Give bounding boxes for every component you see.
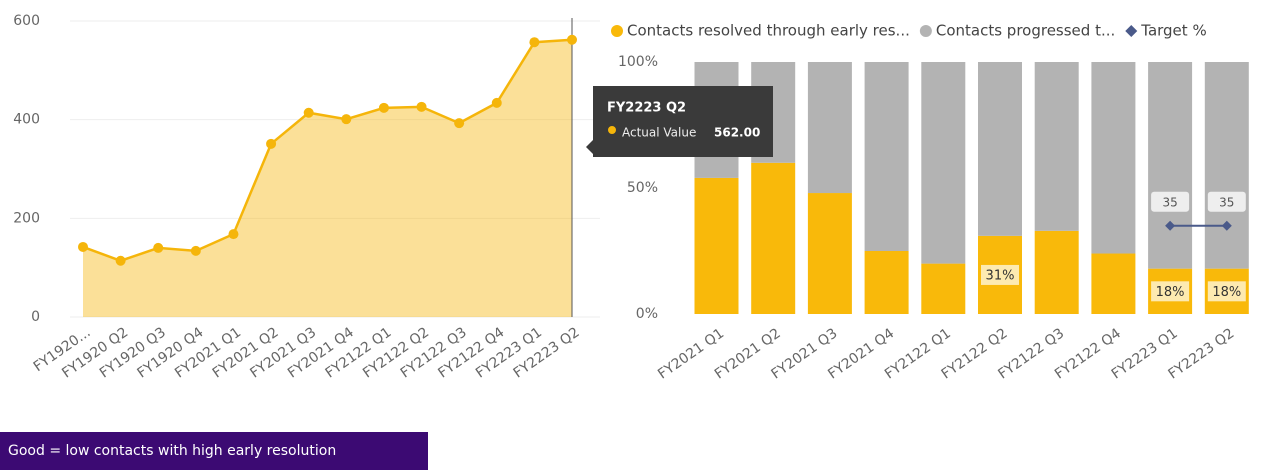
data-label-box [981, 264, 1019, 285]
target-marker [1165, 220, 1176, 231]
bar-segment [1204, 62, 1249, 269]
bar-segment [1148, 62, 1193, 269]
point [190, 245, 201, 256]
bar-segment [921, 62, 966, 264]
bar-segment [864, 62, 909, 251]
y-tick-label: 0 [31, 309, 40, 325]
area-fill [83, 39, 572, 317]
tooltip-value: 562.00 [714, 126, 760, 140]
point [303, 107, 314, 118]
bar-segment [978, 62, 1022, 236]
line [82, 38, 573, 263]
tooltip-pointer [586, 140, 593, 154]
legend-marker [1125, 25, 1138, 37]
note-text: Good = low contacts with high early reso… [8, 443, 336, 459]
data-label-box [1151, 281, 1190, 302]
point [78, 241, 88, 252]
point [416, 101, 427, 112]
legend-marker [611, 25, 623, 37]
y-tick-label: 100% [618, 54, 658, 70]
point [529, 37, 540, 48]
y-tick-label: 600 [13, 13, 40, 29]
data-label: 18% [1156, 285, 1185, 300]
tooltip-dot [608, 126, 616, 134]
tooltip: FY2223 Q2 Actual Value 562.00 [586, 86, 773, 157]
data-label-box [1151, 191, 1190, 212]
bar-segment [921, 263, 966, 314]
legend-label: Contacts progressed t... [936, 22, 1115, 40]
point [491, 97, 502, 108]
point [266, 138, 277, 149]
legend-label: Contacts resolved through early res... [627, 22, 910, 40]
data-label: 18% [1212, 285, 1241, 300]
bar-segment [1034, 230, 1079, 314]
y-tick-label: 50% [627, 180, 658, 196]
bar-segment [807, 62, 852, 194]
bar-segment [864, 251, 909, 314]
y-tick-label: 200 [13, 210, 40, 226]
point [115, 255, 126, 266]
data-label: 31% [986, 268, 1015, 283]
bar-segment [751, 162, 796, 314]
bar-segment [807, 193, 852, 314]
tooltip-label: Actual Value [622, 126, 696, 140]
target-marker [1221, 220, 1232, 231]
tooltip-box [593, 86, 773, 157]
data-label: 35 [1162, 195, 1177, 209]
point [341, 114, 352, 125]
y-tick-label: 0% [636, 306, 658, 322]
bar-segment [1034, 62, 1079, 231]
point [378, 102, 389, 113]
legend-marker [919, 25, 932, 37]
legend-label: Target % [1140, 22, 1206, 40]
bar-segment [1091, 62, 1136, 254]
point [454, 118, 465, 129]
tooltip-title: FY2223 Q2 [607, 101, 686, 116]
point [567, 34, 577, 45]
data-label: 35 [1219, 195, 1234, 209]
data-label-box [1207, 281, 1246, 302]
point [228, 229, 239, 240]
point [153, 242, 164, 253]
y-tick-label: 400 [13, 112, 40, 128]
note-banner [0, 432, 428, 470]
bar-segment [1091, 253, 1136, 314]
bar-segment [694, 177, 739, 314]
data-label-box [1207, 191, 1246, 212]
